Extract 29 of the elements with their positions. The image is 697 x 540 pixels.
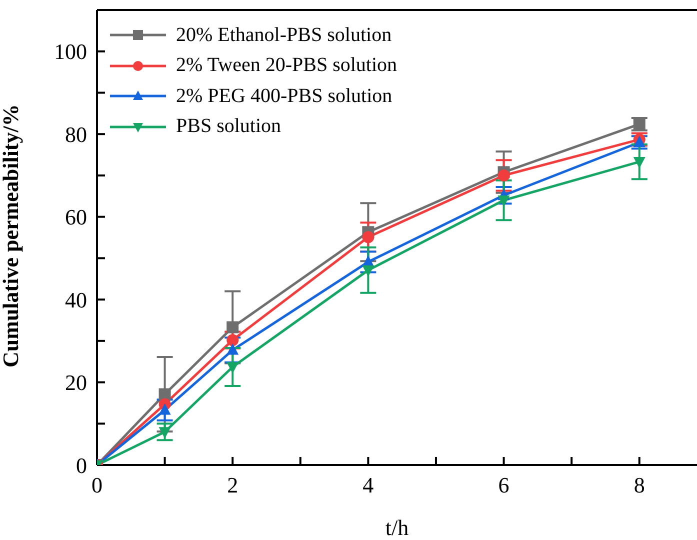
legend-label: 2% PEG 400-PBS solution <box>176 84 392 108</box>
point <box>158 403 171 415</box>
x-axis-title: t/h <box>385 515 409 540</box>
x-tick-label: 2 <box>227 472 238 498</box>
y-tick-label: 60 <box>65 204 87 230</box>
y-tick-label: 0 <box>76 452 87 478</box>
point <box>362 265 374 277</box>
x-tick-label: 6 <box>498 472 510 498</box>
legend-label: 2% Tween 20-PBS solution <box>176 54 398 78</box>
legend-label: PBS solution <box>176 115 282 138</box>
y-tick-label: 40 <box>65 287 87 312</box>
point <box>498 195 510 207</box>
y-tick-label: 20 <box>65 370 87 396</box>
point <box>633 118 646 130</box>
point <box>633 157 646 168</box>
point <box>362 231 374 244</box>
x-tick-label: 0 <box>92 472 102 498</box>
y-axis-title: Cumulative permeability/% <box>0 104 23 368</box>
x-tick-label: 8 <box>634 472 645 498</box>
point <box>226 362 239 374</box>
point <box>633 136 646 148</box>
point <box>226 343 239 355</box>
point <box>226 321 239 334</box>
y-tick-label: 100 <box>54 39 87 64</box>
legend-label: 20% Ethanol-PBS solution <box>176 24 392 47</box>
point <box>498 169 510 182</box>
y-tick-label: 80 <box>65 122 87 147</box>
point <box>226 334 239 346</box>
x-tick-label: 4 <box>362 472 374 498</box>
